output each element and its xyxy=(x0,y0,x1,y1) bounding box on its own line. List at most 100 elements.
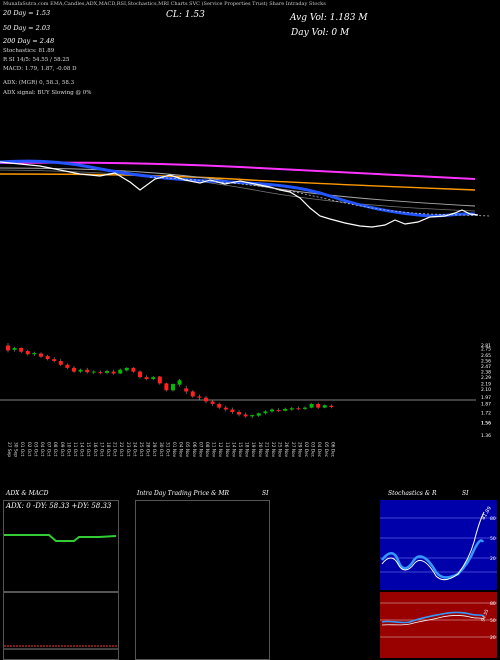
rsi-lines: 80 50 20 54.55 xyxy=(380,601,497,641)
date-tick-label: 03 Dec xyxy=(310,442,316,458)
date-tick-label: 13 Nov xyxy=(224,442,230,458)
intraday-panel xyxy=(135,500,270,660)
date-tick-label: 25 Nov xyxy=(277,442,283,458)
ema20-label: 20 Day = 1.53 xyxy=(3,9,51,17)
price-tick-label: 2.38 xyxy=(481,370,491,376)
stoch-si-label: SI xyxy=(462,490,469,497)
date-tick-label: 30 Sep xyxy=(13,442,19,457)
candles-group xyxy=(6,343,334,419)
candle-body xyxy=(289,408,294,410)
candle-body xyxy=(85,369,90,373)
svg-text:50: 50 xyxy=(490,618,496,624)
candle-body xyxy=(151,377,156,380)
candle-body xyxy=(256,413,261,416)
svg-text:20: 20 xyxy=(490,556,496,562)
date-tick-label: 15 Nov xyxy=(237,442,243,458)
ema-magenta-line xyxy=(0,161,476,180)
stoch-panel-title: Stochastics & R xyxy=(388,490,437,497)
price-tick-label: 1.36 xyxy=(481,433,491,439)
candle-body xyxy=(210,401,215,404)
candle-body xyxy=(177,380,182,385)
date-axis: 27 Sep 30 Sep 01 Oct 02 Oct 03 Oct 04 Oct 07 O… xyxy=(6,442,335,458)
candle-body xyxy=(303,407,307,409)
candle-body xyxy=(157,376,162,384)
candle-body xyxy=(283,408,288,411)
date-tick-label: 08 Oct xyxy=(52,442,58,457)
ema50-label: 50 Day = 2.03 xyxy=(3,24,51,32)
date-tick-label: 29 Oct xyxy=(151,442,157,457)
date-tick-label: 18 Nov xyxy=(244,442,250,458)
date-tick-label: 02 Dec xyxy=(303,442,309,458)
candle-body xyxy=(197,396,202,398)
date-tick-label: 19 Nov xyxy=(250,442,256,458)
date-tick-label: 03 Oct xyxy=(32,442,38,457)
adx-label: ADX: (MGR) 0, 58.3, 58.3 xyxy=(3,80,75,86)
price-tick-label: 2.29 xyxy=(481,375,491,381)
price-tick-label: 1.56 xyxy=(481,421,491,427)
chart-header-line: MunafaSutra.com EMA,Candles,ADX,MACD,RSI… xyxy=(3,1,326,7)
rsi-panel: 80 50 20 54.55 xyxy=(380,592,497,658)
price-tick-label: 2.10 xyxy=(481,387,491,393)
price-tick-label: 2.65 xyxy=(481,353,491,359)
svg-text:50: 50 xyxy=(490,536,496,542)
candle-body xyxy=(32,352,37,355)
date-tick-label: 21 Nov xyxy=(263,442,269,458)
price-tick-label: 1.72 xyxy=(481,411,491,417)
candle-body xyxy=(171,384,175,391)
price-tick-label: 2.81 xyxy=(481,343,491,349)
macd-panel xyxy=(3,592,119,660)
date-tick-label: 06 Dec xyxy=(329,442,335,458)
date-tick-label: 04 Oct xyxy=(39,442,45,457)
date-tick-label: 27 Nov xyxy=(290,442,296,458)
candle-body xyxy=(309,403,314,408)
date-tick-label: 07 Oct xyxy=(46,442,52,457)
date-tick-label: 07 Nov xyxy=(197,442,203,458)
date-tick-label: 11 Oct xyxy=(72,442,78,457)
price-tick-label: 2.19 xyxy=(481,381,491,387)
candle-body xyxy=(316,403,321,408)
date-tick-label: 04 Dec xyxy=(316,442,322,458)
price-line xyxy=(0,161,479,228)
ema200-label: 200 Day = 2.48 xyxy=(3,37,55,45)
date-tick-label: 12 Nov xyxy=(217,442,223,458)
date-tick-label: 29 Nov xyxy=(296,442,302,458)
candle-body xyxy=(270,409,274,412)
price-tick-label: 1.87 xyxy=(481,401,491,407)
macd-lines xyxy=(4,645,118,650)
candle-body xyxy=(72,367,76,372)
ema-lines-chart xyxy=(0,159,491,228)
date-tick-label: 05 Nov xyxy=(184,442,190,458)
candle-body xyxy=(58,361,63,365)
date-tick-label: 31 Oct xyxy=(164,442,170,457)
price-tick-label: 2.47 xyxy=(481,364,491,370)
candle-body xyxy=(250,415,255,417)
date-tick-label: 11 Nov xyxy=(211,442,217,458)
candle-body xyxy=(204,397,208,402)
date-tick-label: 22 Nov xyxy=(270,442,276,458)
candle-body xyxy=(184,388,189,392)
price-axis: 2.812.752.652.562.472.382.292.192.10 1.97… xyxy=(481,343,491,439)
date-tick-label: 06 Nov xyxy=(191,442,197,458)
date-tick-label: 01 Oct xyxy=(19,442,25,457)
candle-body xyxy=(190,391,195,397)
intraday-si-label: SI xyxy=(262,490,269,497)
date-tick-label: 23 Oct xyxy=(125,442,131,457)
candle-body xyxy=(19,347,24,352)
candle-body xyxy=(78,369,83,372)
candle-body xyxy=(98,372,103,374)
day-volume-label: Day Vol: 0 M xyxy=(291,28,350,38)
date-tick-label: 08 Nov xyxy=(204,442,210,458)
candle-body xyxy=(131,367,136,372)
date-tick-label: 26 Nov xyxy=(283,442,289,458)
date-tick-label: 10 Oct xyxy=(65,442,71,457)
date-tick-label: 21 Oct xyxy=(112,442,118,457)
candle-body xyxy=(12,347,17,350)
adx-signal-label: ADX signal: BUY Slowing @ 0% xyxy=(3,90,92,96)
stochastics-label: Stochastics: 81.89 xyxy=(3,48,55,54)
svg-text:80: 80 xyxy=(490,516,496,522)
date-tick-label: 17 Oct xyxy=(98,442,104,457)
candle-body xyxy=(217,403,222,408)
candle-body xyxy=(105,370,109,373)
candle-body xyxy=(91,371,96,373)
candle-body xyxy=(243,414,248,417)
